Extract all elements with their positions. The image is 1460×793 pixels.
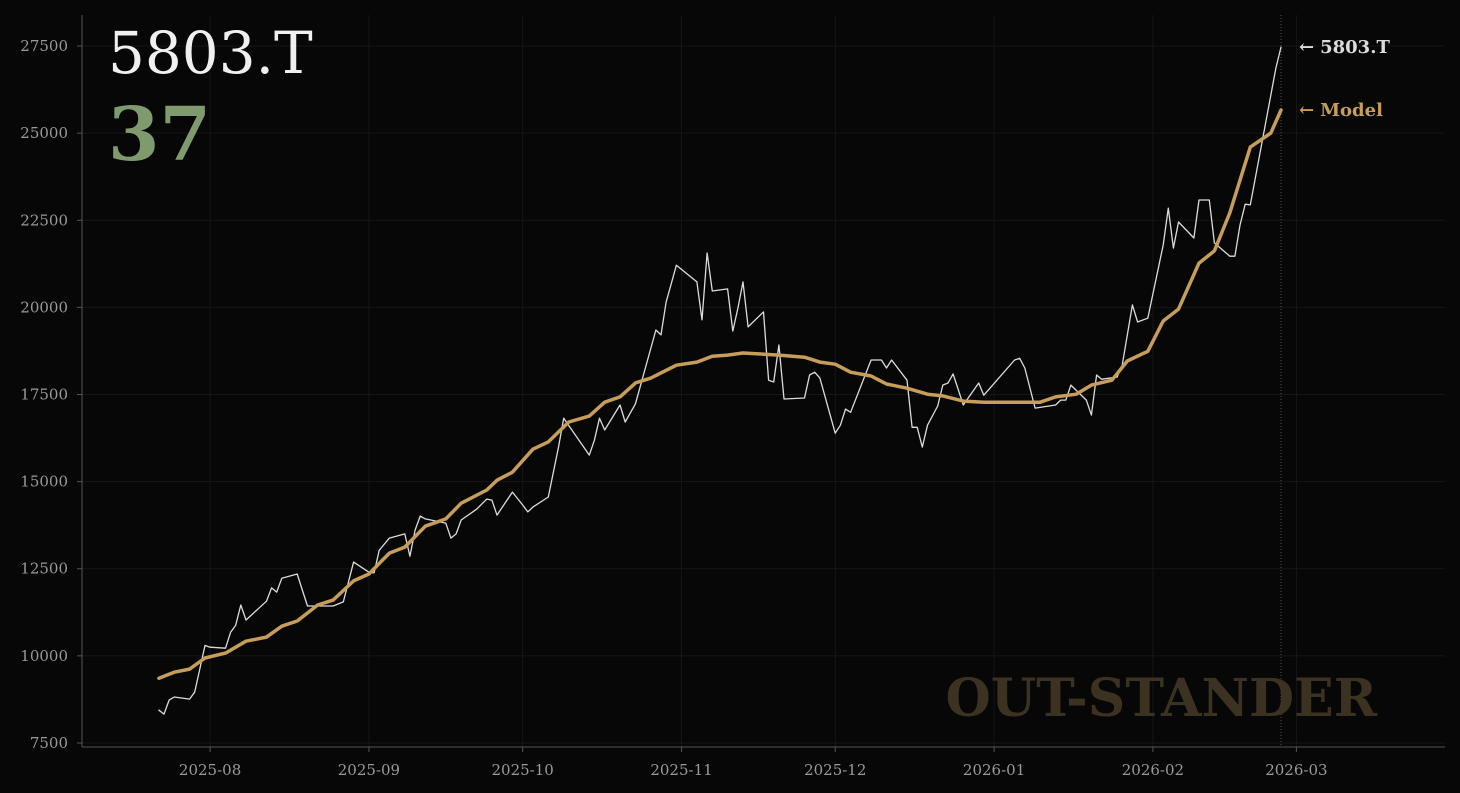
y-tick-label: 17500 [20,386,68,404]
x-tick-label: 2025-12 [804,761,866,779]
x-tick-label: 2025-09 [338,761,400,779]
chart-title: 5803.T [108,19,313,87]
y-tick-label: 25000 [20,124,68,142]
y-tick-label: 27500 [20,37,68,55]
y-tick-label: 20000 [20,298,68,316]
y-tick-label: 10000 [20,647,68,665]
y-tick-label: 7500 [30,734,68,752]
score: 37 [108,92,211,178]
grid [82,15,1445,747]
end-labels: ← 5803.T ← Model [1299,37,1390,121]
legend-arrow: ← [1299,100,1314,121]
legend-entry: ← Model [1299,100,1383,121]
x-tick-label: 2026-01 [963,761,1025,779]
watermark: OUT-STANDER [945,668,1377,729]
x-tick-label: 2025-11 [650,761,712,779]
legend-label: 5803.T [1320,37,1390,58]
y-tick-label: 12500 [20,560,68,578]
x-tick-label: 2026-02 [1122,761,1184,779]
y-tick-label: 22500 [20,211,68,229]
series-line [158,46,1282,715]
x-tick-label: 2025-08 [179,761,241,779]
ticks: 7500 10000 12500 15000 17500 20000 22500 25000 2… [20,37,1327,779]
series-line [157,108,1283,680]
legend-entry: ← 5803.T [1299,37,1390,58]
x-tick-label: 2025-10 [491,761,553,779]
x-tick-label: 2026-03 [1265,761,1327,779]
legend-label: Model [1320,100,1383,121]
y-tick-label: 15000 [20,473,68,491]
legend-arrow: ← [1299,37,1314,58]
lines [157,46,1283,715]
